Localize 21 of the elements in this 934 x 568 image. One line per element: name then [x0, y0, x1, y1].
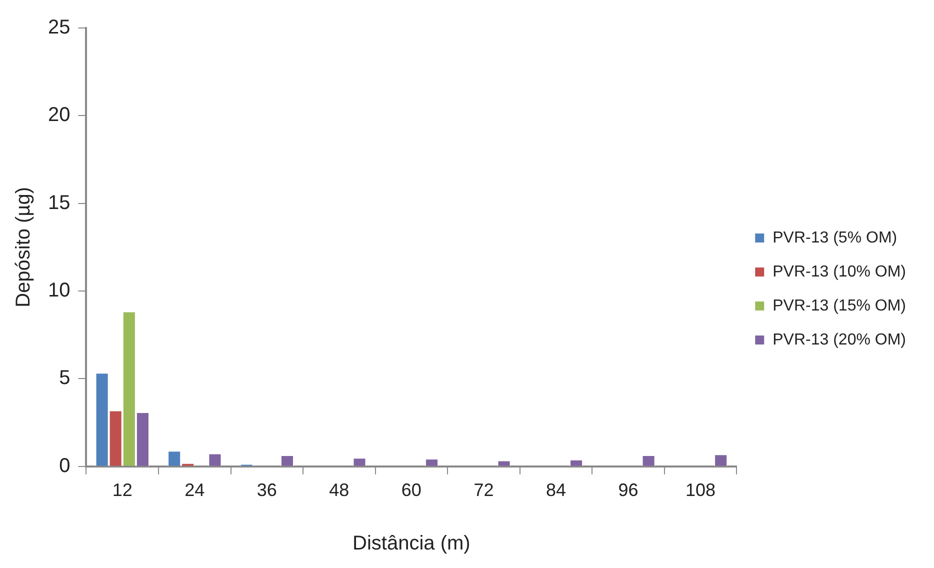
- x-tick-label: 108: [685, 480, 716, 500]
- x-tick-label: 72: [474, 480, 494, 500]
- x-tick-label: 12: [112, 480, 132, 500]
- y-tick-label: 20: [48, 104, 70, 126]
- x-tick-label: 84: [546, 480, 566, 500]
- y-tick-label: 25: [48, 16, 70, 39]
- y-axis-title: Depósito (µg): [12, 186, 35, 308]
- x-tick-label: 60: [401, 480, 422, 500]
- x-tick-label: 24: [184, 480, 205, 500]
- legend-label: PVR-13 (20% OM): [772, 331, 906, 348]
- y-tick-label: 15: [48, 192, 70, 214]
- x-tick-label: 36: [256, 480, 277, 500]
- legend-label: PVR-13 (5% OM): [772, 229, 898, 246]
- legend-label: PVR-13 (15% OM): [772, 297, 906, 314]
- legend-label: PVR-13 (10% OM): [772, 263, 906, 280]
- y-tick-label: 0: [59, 454, 70, 477]
- y-tick-label: 10: [48, 280, 70, 302]
- x-axis-title: Distância (m): [352, 532, 470, 555]
- x-tick-label: 96: [618, 480, 638, 500]
- y-tick-label: 5: [59, 367, 70, 390]
- x-tick-label: 48: [329, 480, 350, 500]
